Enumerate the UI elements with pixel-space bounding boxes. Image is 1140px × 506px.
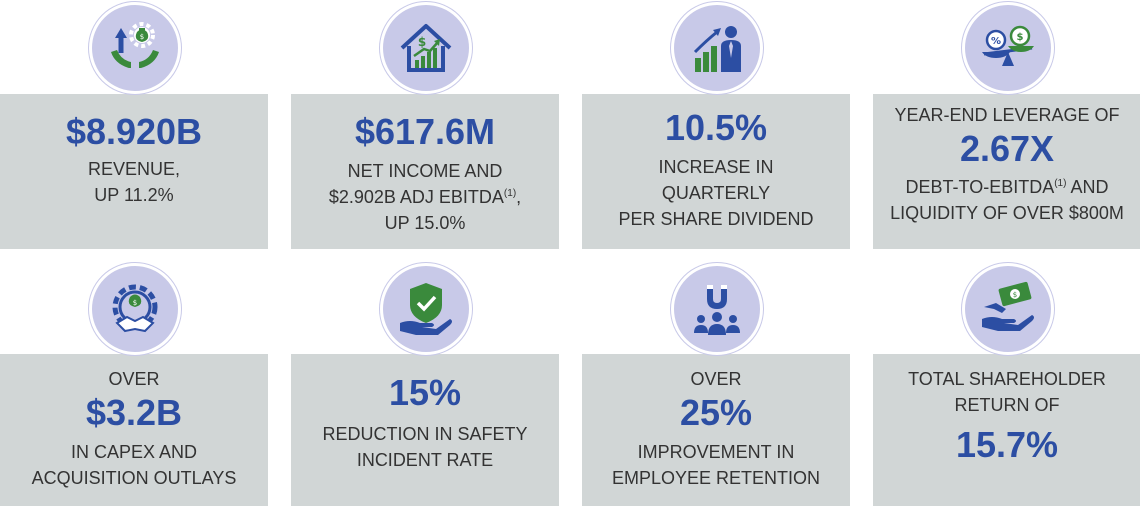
leverage-debt-text: DEBT-TO-EBITDA bbox=[905, 177, 1055, 197]
safety-line-1: REDUCTION IN SAFETY bbox=[322, 424, 528, 444]
capex-pre-line: OVER bbox=[108, 369, 160, 389]
svg-text:$: $ bbox=[133, 299, 137, 307]
dividend-line-1: INCREASE IN bbox=[658, 157, 774, 177]
businessman-growth-chart-icon bbox=[671, 2, 763, 94]
net-income-ebitda-text: $2.902B ADJ EBITDA bbox=[328, 187, 504, 207]
retention-pre-line: OVER bbox=[690, 369, 742, 389]
net-income-line-3: UP 15.0% bbox=[384, 213, 466, 233]
dividend-value: 10.5% bbox=[664, 107, 768, 148]
house-growth-chart-icon: $ bbox=[380, 2, 472, 94]
gear-handshake-money-icon: $ bbox=[89, 263, 181, 355]
svg-text:$: $ bbox=[1013, 291, 1017, 299]
stat-card-dividend: 10.5% INCREASE IN QUARTERLY PER SHARE DI… bbox=[582, 94, 850, 249]
capex-line-1: IN CAPEX AND bbox=[70, 442, 198, 462]
stat-card-retention: OVER 25% IMPROVEMENT IN EMPLOYEE RETENTI… bbox=[582, 354, 850, 506]
net-income-value: $617.6M bbox=[354, 111, 496, 152]
svg-text:%: % bbox=[991, 36, 1001, 47]
tsr-line-1: TOTAL SHAREHOLDER bbox=[908, 369, 1106, 389]
retention-line-1: IMPROVEMENT IN bbox=[637, 442, 795, 462]
revenue-line-2: UP 11.2% bbox=[94, 185, 174, 205]
dividend-line-3: PER SHARE DIVIDEND bbox=[618, 209, 814, 229]
capex-value: $3.2B bbox=[85, 392, 183, 433]
svg-text:$: $ bbox=[1017, 32, 1024, 43]
net-income-comma: , bbox=[516, 187, 522, 207]
balance-scale-icon: % $ bbox=[962, 2, 1054, 94]
shield-check-hand-icon bbox=[380, 263, 472, 355]
net-income-line-2: $2.902B ADJ EBITDA(1), bbox=[329, 184, 521, 210]
leverage-pre-line: YEAR-END LEVERAGE OF bbox=[894, 105, 1120, 125]
safety-line-2: INCIDENT RATE bbox=[356, 450, 494, 470]
retention-line-2: EMPLOYEE RETENTION bbox=[611, 468, 821, 488]
dividend-line-2: QUARTERLY bbox=[661, 183, 771, 203]
stat-card-capex: OVER $3.2B IN CAPEX AND ACQUISITION OUTL… bbox=[0, 354, 268, 506]
money-in-hand-icon: $ bbox=[962, 263, 1054, 355]
safety-value: 15% bbox=[388, 372, 462, 413]
money-growth-hands-icon: $ bbox=[89, 2, 181, 94]
leverage-and-text: AND bbox=[1066, 177, 1109, 197]
revenue-line-1: REVENUE, bbox=[87, 159, 181, 179]
leverage-line-2: LIQUIDITY OF OVER $800M bbox=[890, 203, 1124, 223]
svg-text:$: $ bbox=[418, 35, 426, 49]
leverage-line-1: DEBT-TO-EBITDA(1) AND bbox=[906, 174, 1109, 200]
footnote-marker: (1) bbox=[1054, 178, 1067, 189]
stat-card-safety: 15% REDUCTION IN SAFETY INCIDENT RATE bbox=[291, 354, 559, 506]
tsr-line-2: RETURN OF bbox=[954, 395, 1060, 415]
footnote-marker: (1) bbox=[503, 188, 517, 199]
retention-value: 25% bbox=[679, 392, 753, 433]
svg-text:$: $ bbox=[140, 33, 144, 41]
stat-card-revenue: $8.920B REVENUE, UP 11.2% bbox=[0, 94, 268, 249]
stat-card-leverage: YEAR-END LEVERAGE OF 2.67X DEBT-TO-EBITD… bbox=[873, 94, 1140, 249]
net-income-line-1: NET INCOME AND bbox=[347, 161, 503, 181]
stat-card-shareholder-return: TOTAL SHAREHOLDER RETURN OF 15.7% bbox=[873, 354, 1140, 506]
tsr-value: 15.7% bbox=[955, 424, 1059, 465]
leverage-value: 2.67X bbox=[959, 128, 1055, 169]
capex-line-2: ACQUISITION OUTLAYS bbox=[31, 468, 237, 488]
revenue-value: $8.920B bbox=[65, 111, 203, 152]
stat-card-net-income: $617.6M NET INCOME AND $2.902B ADJ EBITD… bbox=[291, 94, 559, 249]
magnet-people-icon bbox=[671, 263, 763, 355]
